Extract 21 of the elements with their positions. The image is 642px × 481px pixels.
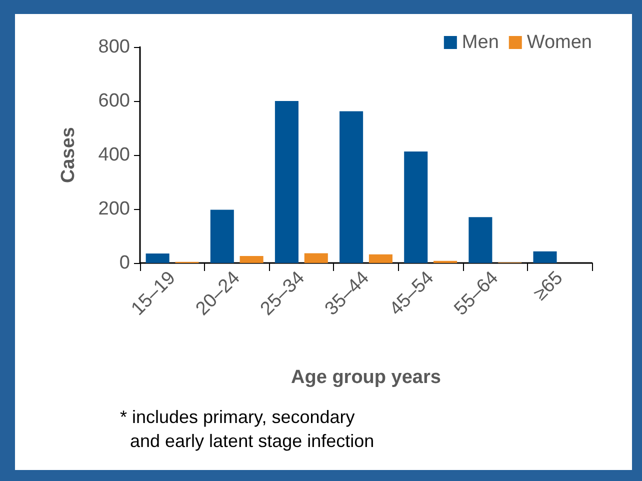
legend-label: Men	[462, 32, 499, 53]
y-tick-label: 600	[98, 90, 130, 112]
bar	[340, 111, 364, 263]
bar	[468, 217, 492, 263]
y-tick-label: 400	[98, 144, 130, 166]
x-tick-label: ≥65	[530, 268, 568, 305]
bar	[274, 101, 298, 263]
y-tick-label: 0	[119, 252, 130, 274]
y-tick-label: 800	[98, 36, 130, 58]
bar	[240, 256, 264, 263]
bar	[368, 254, 392, 263]
bar	[304, 253, 328, 263]
text: * includes primary, secondary and early latent stage infection	[120, 407, 374, 451]
bar	[404, 151, 428, 263]
legend-label: Women	[526, 32, 592, 53]
y-axis-title: Cases	[58, 127, 79, 183]
bar	[210, 210, 234, 263]
bar	[146, 254, 170, 263]
x-axis-title: Age group years	[291, 367, 441, 388]
bar	[533, 251, 557, 263]
y-tick-label: 200	[98, 198, 130, 220]
